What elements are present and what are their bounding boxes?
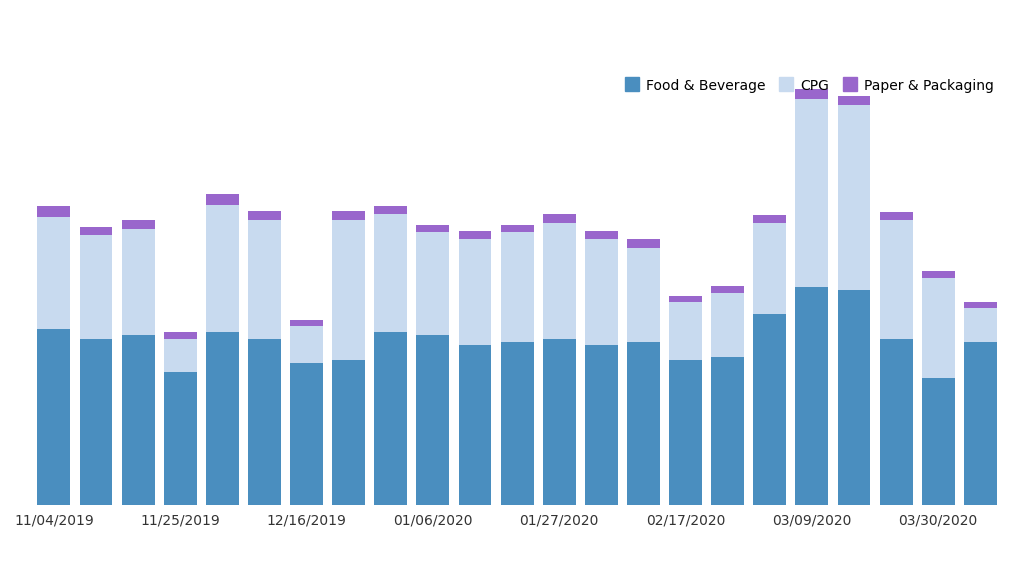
Bar — [332, 211, 366, 220]
Bar — [922, 378, 954, 505]
Bar — [332, 220, 366, 360]
Bar — [164, 339, 197, 372]
Bar — [122, 335, 155, 505]
Bar — [922, 278, 954, 378]
Bar — [459, 239, 492, 344]
Bar — [754, 215, 786, 223]
Bar — [290, 327, 323, 363]
Bar — [80, 339, 113, 505]
Bar — [122, 220, 155, 230]
Bar — [880, 339, 912, 505]
Bar — [543, 339, 575, 505]
Bar — [669, 302, 702, 360]
Bar — [627, 342, 659, 505]
Bar — [375, 214, 408, 332]
Bar — [712, 356, 744, 505]
Bar — [375, 207, 408, 214]
Bar — [796, 90, 828, 99]
Bar — [964, 342, 996, 505]
Bar — [838, 105, 870, 290]
Bar — [248, 220, 281, 339]
Bar — [543, 214, 575, 223]
Bar — [417, 225, 450, 232]
Bar — [80, 227, 113, 235]
Bar — [964, 308, 996, 342]
Bar — [669, 296, 702, 302]
Bar — [838, 290, 870, 505]
Bar — [417, 232, 450, 335]
Legend: Food & Beverage, CPG, Paper & Packaging: Food & Beverage, CPG, Paper & Packaging — [623, 76, 996, 95]
Bar — [880, 220, 912, 339]
Bar — [206, 332, 239, 505]
Bar — [796, 99, 828, 287]
Bar — [80, 235, 113, 339]
Bar — [501, 342, 534, 505]
Bar — [585, 344, 617, 505]
Bar — [38, 207, 71, 218]
Bar — [922, 272, 954, 278]
Bar — [248, 339, 281, 505]
Bar — [754, 223, 786, 315]
Bar — [838, 96, 870, 105]
Bar — [164, 372, 197, 505]
Bar — [38, 218, 71, 329]
Bar — [543, 223, 575, 339]
Bar — [332, 360, 366, 505]
Bar — [585, 231, 617, 239]
Bar — [459, 231, 492, 239]
Bar — [501, 224, 534, 232]
Bar — [501, 232, 534, 342]
Bar — [754, 315, 786, 505]
Bar — [880, 212, 912, 220]
Bar — [206, 205, 239, 332]
Bar — [248, 211, 281, 220]
Bar — [122, 230, 155, 335]
Bar — [964, 302, 996, 308]
Bar — [290, 320, 323, 327]
Bar — [417, 335, 450, 505]
Bar — [290, 363, 323, 505]
Bar — [459, 344, 492, 505]
Bar — [627, 239, 659, 247]
Bar — [712, 293, 744, 356]
Bar — [585, 239, 617, 344]
Bar — [375, 332, 408, 505]
Bar — [712, 286, 744, 293]
Bar — [206, 194, 239, 205]
Bar — [164, 332, 197, 339]
Bar — [669, 360, 702, 505]
Bar — [38, 329, 71, 505]
Bar — [627, 247, 659, 342]
Bar — [796, 287, 828, 505]
